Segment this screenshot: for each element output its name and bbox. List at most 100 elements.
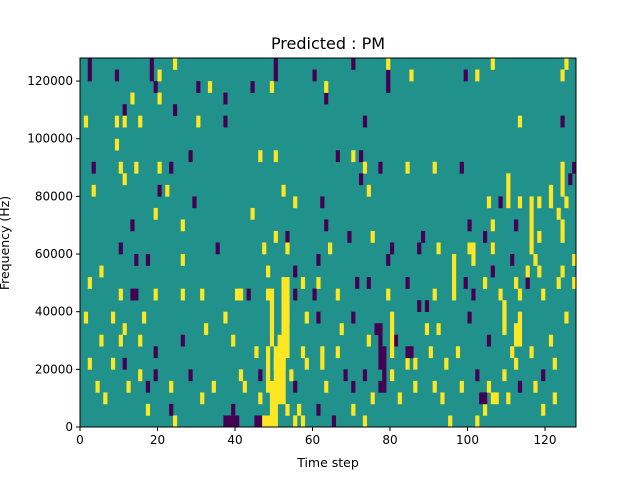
heatmap-cell xyxy=(572,254,577,266)
heatmap-cell xyxy=(266,288,271,301)
y-tick-label: 0 xyxy=(65,420,73,434)
plot-frame xyxy=(79,57,577,428)
heatmap-cell xyxy=(568,173,573,186)
heatmap-cell xyxy=(180,254,185,266)
heatmap-block xyxy=(273,346,286,405)
heatmap-cell xyxy=(510,254,515,266)
heatmap-cell xyxy=(486,196,492,209)
y-tick-label: 20000 xyxy=(35,362,73,376)
heatmap-cell xyxy=(386,288,391,301)
heatmap-block xyxy=(572,161,577,174)
heatmap-cell xyxy=(331,415,337,428)
heatmap-cell xyxy=(99,265,104,278)
heatmap-cell xyxy=(525,277,530,289)
heatmap-cell xyxy=(293,196,298,209)
heatmap-cell xyxy=(111,357,116,370)
heatmap-block xyxy=(266,346,271,382)
heatmap-cell xyxy=(200,392,205,405)
heatmap-block xyxy=(231,403,236,416)
heatmap-cell xyxy=(483,277,488,289)
heatmap-cell xyxy=(266,380,271,393)
heatmap-cell xyxy=(165,184,170,197)
heatmap-cell xyxy=(87,357,92,370)
heatmap-cell xyxy=(351,380,356,393)
heatmap-cell xyxy=(103,392,108,405)
heatmap-cell xyxy=(351,58,356,70)
heatmap-cell xyxy=(250,81,255,93)
heatmap-cell xyxy=(564,58,569,70)
heatmap-cell xyxy=(285,242,290,255)
heatmap-cell xyxy=(366,277,371,289)
heatmap-cell xyxy=(362,369,368,382)
heatmap-cell xyxy=(424,323,430,336)
heatmap-cell xyxy=(157,161,162,174)
heatmap-cell xyxy=(289,369,294,382)
heatmap-block xyxy=(452,277,457,301)
heatmap-cell xyxy=(293,415,298,428)
heatmap-cell xyxy=(475,69,480,82)
heatmap-cell xyxy=(122,323,127,336)
heatmap-cell xyxy=(533,254,538,266)
heatmap-cell xyxy=(285,403,290,416)
heatmap-cell xyxy=(134,161,139,174)
x-tick-label: 0 xyxy=(76,433,84,447)
heatmap-cell xyxy=(428,346,433,359)
heatmap-cell xyxy=(242,380,247,393)
heatmap-cell xyxy=(118,242,123,255)
heatmap-block xyxy=(514,323,523,347)
heatmap-cell xyxy=(432,288,437,301)
heatmap-cell xyxy=(490,58,495,70)
heatmap-block xyxy=(254,415,263,428)
heatmap-cell xyxy=(320,346,325,359)
heatmap-block xyxy=(235,415,240,428)
heatmap-block xyxy=(262,415,271,428)
heatmap-cell xyxy=(405,161,410,174)
heatmap-cell xyxy=(114,115,120,128)
heatmap-cell xyxy=(463,69,468,82)
heatmap-cell xyxy=(111,311,116,324)
heatmap-cell xyxy=(324,92,329,105)
heatmap-cell xyxy=(281,184,286,197)
heatmap-cell xyxy=(324,219,329,232)
heatmap-cell xyxy=(510,346,515,359)
heatmap-cell xyxy=(421,230,426,243)
heatmap-cell xyxy=(169,403,174,416)
chart-title: Predicted : PM xyxy=(271,34,385,53)
heatmap-cell xyxy=(324,380,329,393)
heatmap-cell xyxy=(537,230,542,243)
heatmap-cell xyxy=(548,334,554,347)
heatmap-cell xyxy=(83,115,89,128)
heatmap-cell xyxy=(370,230,375,243)
heatmap-cell xyxy=(436,242,441,255)
heatmap-cell xyxy=(386,69,391,82)
heatmap-cell xyxy=(293,288,298,301)
plot-area xyxy=(79,57,577,428)
heatmap-block xyxy=(560,161,565,197)
heatmap-cell xyxy=(564,196,569,209)
heatmap-block xyxy=(490,242,495,255)
heatmap-cell xyxy=(304,311,309,324)
heatmap-block xyxy=(223,415,228,428)
heatmap-block xyxy=(355,277,360,289)
heatmap-cell xyxy=(362,161,368,174)
heatmap-cell xyxy=(223,92,228,105)
heatmap-cell xyxy=(517,288,523,301)
heatmap-cell xyxy=(552,392,557,405)
heatmap-cell xyxy=(486,334,492,347)
heatmap-cell xyxy=(459,380,464,393)
heatmap-cell xyxy=(273,150,278,163)
heatmap-cell xyxy=(130,92,135,105)
heatmap-cell xyxy=(320,357,325,370)
heatmap-cell xyxy=(138,334,143,347)
heatmap-cell xyxy=(118,161,123,174)
heatmap-cell xyxy=(560,230,565,243)
heatmap-cell xyxy=(293,380,298,393)
heatmap-cell xyxy=(145,403,151,416)
heatmap-block xyxy=(235,288,244,301)
heatmap-block xyxy=(506,173,511,209)
heatmap-cell xyxy=(560,115,565,128)
heatmap-cell xyxy=(157,184,162,197)
heatmap-cell xyxy=(452,254,457,266)
y-tick-label: 100000 xyxy=(27,132,73,146)
